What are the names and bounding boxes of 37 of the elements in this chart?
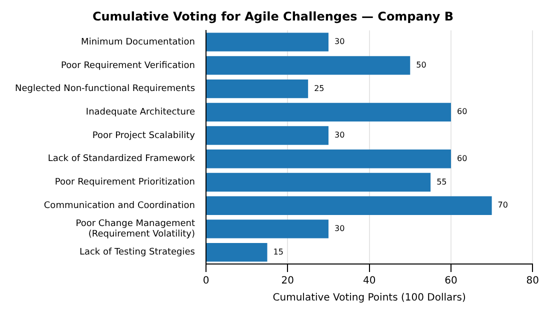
x-tick-label: 80: [526, 276, 540, 287]
data-label: 25: [314, 84, 324, 93]
data-label: 30: [334, 37, 345, 46]
y-tick-label: Lack of Standardized Framework: [48, 154, 196, 164]
data-label: 60: [456, 107, 468, 116]
data-label: 70: [498, 200, 508, 210]
y-tick-label: Poor Requirement Prioritization: [54, 178, 196, 188]
data-label: 55: [436, 177, 447, 186]
bar: [206, 79, 308, 98]
y-tick-label: Poor Project Scalability: [92, 130, 196, 141]
x-tick-label: 60: [444, 276, 458, 287]
bar: [206, 32, 328, 52]
bar: [206, 102, 451, 122]
x-axis-title: Cumulative Voting Points (100 Dollars): [272, 292, 466, 304]
y-tick-label: Inadequate Architecture: [86, 108, 196, 118]
bar: [206, 126, 328, 145]
bar: [206, 196, 492, 215]
y-tick-label: Poor Requirement Verification: [61, 60, 196, 71]
y-tick-label: Minimum Documentation: [81, 37, 196, 48]
y-tick-label: Neglected Non-functional Requirements: [14, 84, 196, 94]
y-tick-label: Communication and Coordination: [44, 200, 196, 211]
chart-title: Cumulative Voting for Agile Challenges — Company B: [92, 9, 454, 24]
x-tick-label: 20: [281, 276, 294, 287]
x-tick-label: 0: [202, 276, 210, 287]
data-label: 30: [334, 224, 345, 234]
data-label: 30: [334, 130, 345, 140]
bar: [206, 172, 431, 192]
x-tick-label: 40: [362, 276, 376, 287]
bar: [206, 242, 268, 262]
bar: [206, 150, 451, 168]
y-tick-label: Lack of Testing Strategies: [79, 248, 196, 258]
data-label: 50: [416, 60, 426, 70]
bar: [206, 56, 410, 75]
data-label: 15: [273, 247, 284, 256]
data-label: 60: [456, 154, 468, 163]
bar: [206, 220, 328, 238]
y-tick-label: Poor Change Management (Requirement Volatility): [76, 218, 196, 240]
